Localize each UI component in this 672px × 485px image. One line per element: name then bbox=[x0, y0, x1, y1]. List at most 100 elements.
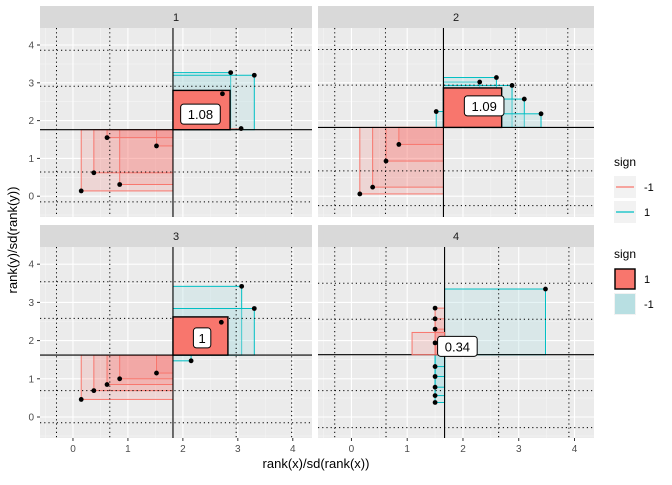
data-point bbox=[154, 370, 159, 376]
data-point bbox=[538, 111, 544, 117]
data-point bbox=[357, 191, 363, 197]
x-tick-label: 1 bbox=[404, 444, 410, 455]
data-point bbox=[396, 142, 402, 147]
data-point bbox=[432, 400, 438, 405]
deviation-rect bbox=[398, 126, 444, 145]
facet-strip bbox=[318, 225, 594, 247]
data-point bbox=[78, 188, 84, 194]
data-point bbox=[218, 319, 224, 325]
data-point bbox=[432, 364, 438, 369]
facet-panel-4: 40.34 bbox=[318, 225, 594, 438]
correlation-label: 0.34 bbox=[445, 339, 470, 354]
data-point bbox=[78, 397, 84, 402]
data-point bbox=[154, 143, 159, 149]
correlation-label-box bbox=[437, 335, 478, 357]
legend-layer: sign -1 1 sign 1 -1 bbox=[614, 155, 654, 315]
y-tick-label: 1 bbox=[28, 154, 34, 165]
y-tick-label: 2 bbox=[28, 336, 34, 347]
legend-title: sign bbox=[614, 247, 636, 261]
y-axis-title: rank(y)/sd(rank(y)) bbox=[5, 187, 20, 294]
facet-panel-1: 11.08 bbox=[40, 6, 312, 217]
legend-1: sign -1 1 bbox=[614, 155, 654, 223]
data-point bbox=[370, 184, 376, 190]
y-tick-label: 0 bbox=[28, 412, 34, 423]
y-tick-label: 3 bbox=[28, 298, 34, 309]
data-point bbox=[432, 305, 438, 311]
deviation-rect bbox=[372, 126, 444, 188]
correlation-label-box bbox=[463, 95, 505, 117]
correlation-label: 1.08 bbox=[188, 107, 213, 122]
correlation-label-box bbox=[192, 327, 212, 349]
deviation-rect bbox=[172, 354, 192, 362]
y-tick-label: 4 bbox=[28, 260, 34, 271]
correlation-label-box bbox=[180, 103, 221, 125]
facet-strip-label: 3 bbox=[173, 231, 179, 243]
legend-label: 1 bbox=[644, 274, 650, 286]
data-point bbox=[251, 72, 257, 78]
legend-label: -1 bbox=[644, 299, 654, 311]
legend-label: -1 bbox=[644, 182, 654, 194]
data-point bbox=[477, 79, 483, 85]
data-point bbox=[117, 182, 123, 187]
legend-key-fill bbox=[614, 268, 636, 290]
x-tick-label: 4 bbox=[290, 444, 296, 455]
data-point bbox=[104, 135, 110, 141]
facet-strip-label: 1 bbox=[173, 12, 179, 24]
facet-strip bbox=[40, 225, 312, 247]
legend-label: 1 bbox=[644, 207, 650, 219]
data-point bbox=[432, 326, 438, 332]
x-tick-label: 4 bbox=[572, 444, 578, 455]
data-point bbox=[432, 374, 438, 379]
facet-strip bbox=[318, 6, 594, 28]
data-point bbox=[251, 306, 257, 311]
y-tick-label: 0 bbox=[28, 192, 34, 203]
data-point bbox=[91, 388, 97, 394]
data-point bbox=[432, 340, 438, 346]
correlation-label: 1 bbox=[198, 331, 205, 346]
facet-panel-3: 31 bbox=[40, 225, 312, 438]
facet-strip-label: 4 bbox=[453, 231, 459, 243]
legend-2: sign 1 -1 bbox=[614, 247, 654, 315]
data-point bbox=[239, 283, 245, 289]
data-point bbox=[117, 376, 123, 382]
x-tick-label: 3 bbox=[516, 444, 522, 455]
deviation-rect bbox=[155, 129, 174, 147]
legend-title: sign bbox=[614, 155, 636, 169]
facet-strip bbox=[40, 6, 312, 28]
x-tick-label: 3 bbox=[235, 444, 241, 455]
data-point bbox=[220, 91, 225, 97]
deviation-rect bbox=[155, 354, 174, 374]
data-point bbox=[104, 382, 110, 387]
data-point bbox=[432, 316, 438, 322]
axes-layer: 0 1 2 3 4 0 1 2 3 4 0 1 2 3 4 0 1 2 3 4 bbox=[28, 41, 577, 455]
data-point bbox=[91, 170, 97, 176]
data-point bbox=[433, 109, 439, 114]
data-point bbox=[432, 393, 438, 398]
facet-panel-2: 21.09 bbox=[318, 6, 594, 217]
x-tick-label: 0 bbox=[70, 444, 76, 455]
data-point bbox=[238, 126, 244, 131]
deviation-rect bbox=[80, 129, 174, 192]
data-point bbox=[509, 83, 515, 88]
correlation-label: 1.09 bbox=[472, 99, 497, 114]
y-tick-label: 2 bbox=[28, 116, 34, 127]
data-point bbox=[494, 75, 499, 80]
x-tick-label: 2 bbox=[460, 444, 466, 455]
y-tick-label: 4 bbox=[28, 41, 34, 52]
data-point bbox=[383, 158, 389, 164]
x-tick-label: 1 bbox=[125, 444, 131, 455]
x-tick-label: 2 bbox=[180, 444, 186, 455]
data-point bbox=[432, 384, 438, 390]
data-point bbox=[228, 70, 234, 76]
y-tick-label: 3 bbox=[28, 78, 34, 89]
facet-strip-label: 2 bbox=[453, 12, 459, 24]
data-point bbox=[543, 286, 548, 292]
y-tick-label: 1 bbox=[28, 374, 34, 385]
data-point bbox=[188, 358, 194, 364]
x-axis-title: rank(x)/sd(rank(x)) bbox=[263, 456, 370, 471]
deviation-rect bbox=[80, 354, 174, 400]
legend-key-fill bbox=[615, 294, 635, 314]
data-point bbox=[521, 96, 527, 102]
